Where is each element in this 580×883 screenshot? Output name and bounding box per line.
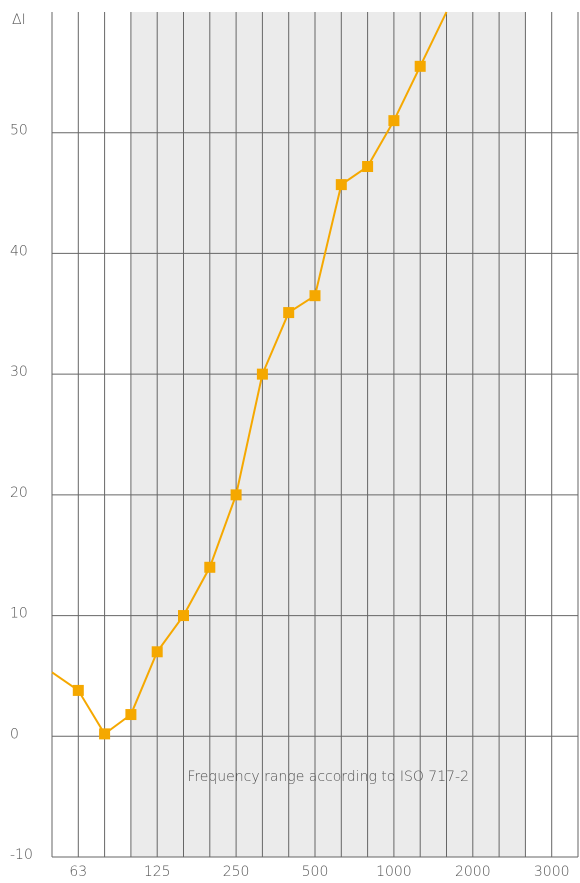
x-tick-label: 250 [223,864,250,880]
y-tick-label: 40 [10,243,28,259]
x-tick-label: 500 [302,864,329,880]
point [125,709,137,721]
x-tick-label: 2000 [455,864,491,880]
point [204,561,216,573]
series-line [51,11,448,736]
point [72,684,84,696]
point [151,646,163,658]
point [335,179,347,191]
y-tick-label: 0 [10,726,19,742]
point [283,307,295,319]
y-axis-label: ΔI [12,12,26,28]
x-tick-label: 125 [144,864,171,880]
x-tick-label: 1000 [376,864,412,880]
y-tick-label: 50 [10,123,28,139]
point [99,728,111,740]
shaded-range [130,12,526,857]
point [309,290,321,302]
y-tick-label: -10 [10,847,33,863]
x-tick-label: 3000 [534,864,570,880]
point [256,368,268,380]
point [414,60,426,72]
point [362,161,374,173]
y-tick-label: 10 [10,606,28,622]
x-tick-label: 63 [69,864,87,880]
y-tick-label: 30 [10,364,28,380]
y-tick-label: 20 [10,485,28,501]
annotation: Frequency range according to ISO 717-2 [187,769,469,785]
point [388,115,400,127]
point [230,489,242,501]
point [178,610,189,622]
